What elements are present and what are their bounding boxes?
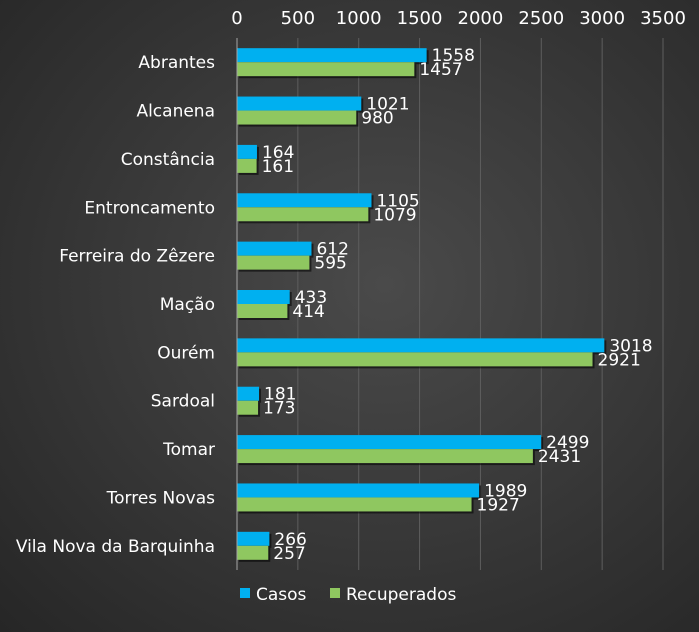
bar — [237, 304, 288, 318]
bar — [237, 158, 257, 173]
data-label: 3018 — [609, 336, 652, 356]
data-label: 164 — [262, 143, 294, 163]
data-label: 980 — [361, 109, 393, 129]
category-label: Sardoal — [151, 392, 215, 412]
data-label: 173 — [263, 399, 295, 419]
category-labels: Abrantes Alcanena Constância Entroncamento F… — [16, 53, 215, 557]
x-tick-label: 1000 — [336, 8, 382, 29]
bar — [237, 449, 533, 464]
x-tick-label: 2000 — [458, 8, 504, 29]
data-label: 1079 — [373, 205, 416, 225]
legend-label: Casos — [256, 585, 307, 605]
legend-swatch — [240, 588, 250, 598]
bar — [237, 400, 259, 415]
data-label: 1457 — [419, 60, 462, 80]
data-label: 257 — [273, 544, 305, 564]
bar — [237, 435, 542, 450]
bar — [237, 352, 593, 367]
x-tick-label: 500 — [281, 8, 315, 29]
x-axis-tick-labels: 0 500 1000 1500 2000 2500 3000 3500 — [231, 8, 686, 29]
category-label: Abrantes — [138, 53, 215, 73]
x-tick-label: 0 — [231, 8, 242, 29]
gridlines — [236, 38, 664, 570]
category-label: Ourém — [157, 343, 215, 363]
bar — [237, 386, 260, 401]
bar — [237, 96, 362, 111]
bar — [237, 144, 257, 159]
data-label: 433 — [295, 288, 327, 308]
x-tick-label: 3000 — [579, 8, 625, 29]
bar — [237, 110, 357, 125]
data-label: 2921 — [598, 350, 641, 370]
x-tick-label: 2500 — [518, 8, 564, 29]
bar — [237, 290, 290, 304]
x-tick-label: 1500 — [397, 8, 443, 29]
category-label: Tomar — [162, 440, 215, 460]
category-label: Entroncamento — [84, 198, 215, 218]
category-label: Mação — [160, 295, 215, 315]
data-label: 1989 — [484, 481, 527, 501]
bar — [237, 207, 369, 222]
data-label: 1558 — [432, 46, 475, 66]
bar — [237, 255, 310, 270]
bar — [237, 193, 372, 208]
data-label: 161 — [262, 157, 294, 177]
bar — [237, 545, 269, 560]
x-tick-label: 3500 — [640, 8, 686, 29]
bar — [237, 48, 427, 63]
data-label: 595 — [314, 254, 346, 274]
bar — [237, 241, 312, 256]
data-label: 266 — [274, 530, 306, 550]
bar — [237, 531, 270, 546]
category-label: Torres Novas — [106, 488, 216, 508]
data-label: 1105 — [376, 191, 419, 211]
category-label: Vila Nova da Barquinha — [16, 537, 215, 557]
data-label: 181 — [264, 385, 296, 405]
data-label: 1021 — [366, 95, 409, 115]
data-label: 612 — [316, 240, 348, 260]
data-label: 2499 — [546, 433, 589, 453]
bar — [237, 483, 480, 498]
category-label: Ferreira do Zêzere — [59, 247, 215, 267]
bar — [237, 62, 415, 77]
data-label: 414 — [292, 302, 324, 322]
bar — [237, 497, 472, 512]
data-label: 2431 — [538, 447, 581, 467]
legend: Casos Recuperados — [240, 585, 456, 605]
legend-label: Recuperados — [346, 585, 456, 605]
data-label: 1927 — [477, 495, 520, 515]
category-label: Alcanena — [136, 102, 215, 122]
legend-swatch — [330, 588, 340, 598]
bar — [237, 338, 605, 353]
category-label: Constância — [121, 150, 215, 170]
